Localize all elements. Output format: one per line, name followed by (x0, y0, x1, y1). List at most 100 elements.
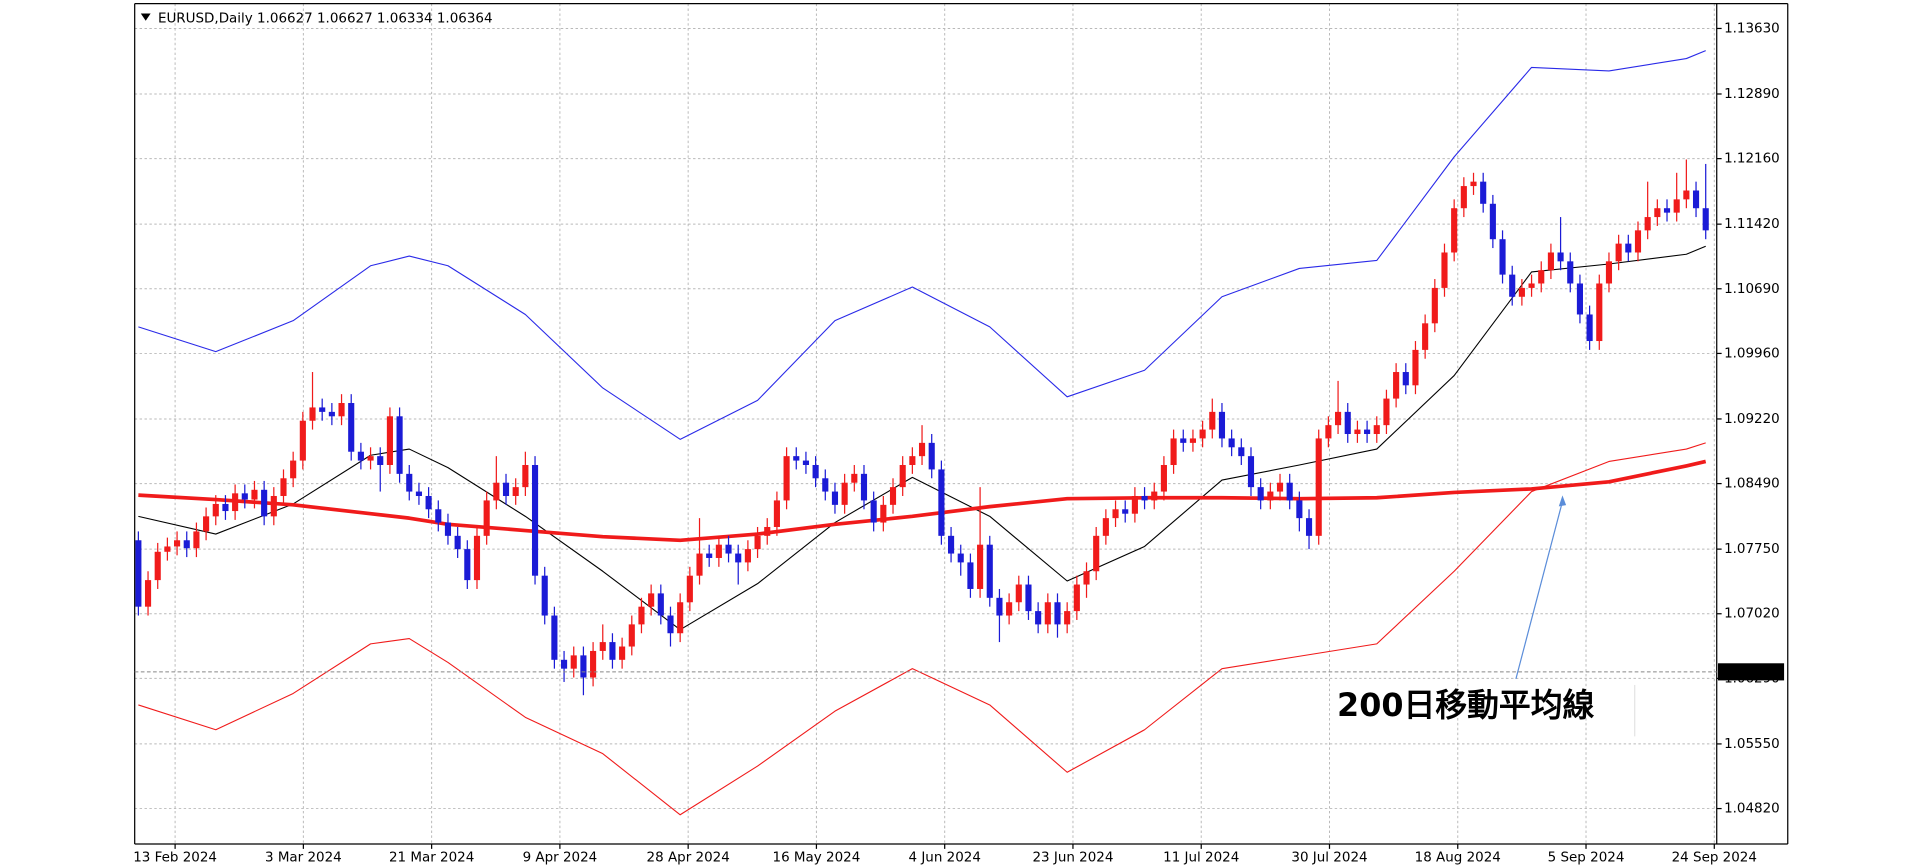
candle-body (1663, 208, 1671, 213)
y-tick-label: 1.08490 (1724, 477, 1780, 492)
candle-body (899, 465, 906, 488)
candle-body (841, 482, 848, 505)
candle-body (493, 482, 500, 501)
candle-body (444, 522, 452, 536)
candle-body (1547, 252, 1554, 271)
candle-body (319, 407, 326, 412)
candle-body (1247, 456, 1255, 488)
candle-body (706, 553, 713, 558)
candle-body (1373, 425, 1380, 435)
candle-body (1296, 500, 1303, 519)
candle-body (1044, 602, 1051, 625)
candle-body (454, 535, 461, 550)
candle-body (1257, 487, 1264, 501)
candle-body (754, 535, 761, 550)
y-tick-label: 1.11420 (1724, 217, 1780, 232)
candle-body (367, 456, 374, 461)
candle-body (590, 650, 597, 678)
candle-body (1683, 190, 1690, 200)
candle-body (270, 495, 277, 517)
x-tick-label: 18 Aug 2024 (1415, 850, 1501, 865)
candle-body (609, 642, 616, 660)
candle-body (406, 473, 413, 492)
candle-body (1025, 584, 1032, 612)
candle-body (1131, 495, 1138, 514)
candle-body (1528, 283, 1535, 288)
candle-body (1073, 584, 1080, 612)
y-tick-label: 1.09220 (1724, 412, 1780, 427)
candle-body (1267, 491, 1274, 501)
candle-body (1625, 243, 1632, 253)
candle-body (1141, 495, 1148, 501)
candle-body (1170, 438, 1177, 466)
y-tick-label: 1.09960 (1724, 346, 1780, 361)
candle-body (1035, 611, 1042, 625)
candle-body (1509, 274, 1516, 297)
candle-body (1692, 190, 1700, 209)
candle-body (1480, 181, 1487, 204)
candle-body (1393, 372, 1400, 399)
x-tick-label: 4 Jun 2024 (908, 850, 980, 865)
candle-body (1383, 398, 1390, 426)
candle-body (1567, 261, 1574, 284)
candle-body (831, 491, 839, 505)
candle-body (232, 493, 239, 512)
candle-body (1083, 571, 1090, 585)
candle-body (1228, 438, 1235, 448)
candle-body (1054, 602, 1061, 625)
candle-body (222, 503, 229, 512)
candle-body (1470, 181, 1477, 187)
candle-body (986, 544, 993, 598)
candle-body (686, 575, 693, 603)
candle-body (1209, 411, 1216, 430)
candle-body (1315, 438, 1322, 536)
candle-body (725, 544, 732, 554)
candle-body (502, 482, 510, 496)
collapse-icon (140, 13, 151, 21)
candle-body (889, 487, 897, 505)
indicator-line (138, 459, 1707, 543)
candle-body (531, 465, 539, 576)
candles (135, 159, 1709, 696)
candle-body (812, 465, 819, 479)
candle-body (918, 442, 926, 457)
candle-body (1305, 518, 1313, 536)
indicator-line (138, 245, 1706, 631)
candle-body (1015, 584, 1022, 603)
y-tick-label: 1.10690 (1724, 282, 1780, 297)
candle-body (280, 478, 287, 496)
candle-body (1451, 208, 1458, 253)
candle-body (967, 562, 974, 589)
candle-body (860, 473, 868, 501)
candle-body (1615, 243, 1622, 262)
candle-body (735, 553, 742, 563)
candle-body (938, 469, 945, 536)
indicator-line (138, 442, 1706, 816)
candle-body (541, 575, 548, 616)
candle-body (1402, 372, 1409, 386)
candle-body (1238, 447, 1245, 457)
candle-body (793, 456, 800, 461)
x-tick-label: 13 Feb 2024 (133, 850, 217, 865)
candle-body (1218, 411, 1226, 439)
candle-body (1160, 465, 1167, 492)
candle-body (1093, 535, 1100, 572)
candle-body (1344, 411, 1351, 435)
y-tick-label: 1.12160 (1724, 152, 1780, 167)
chart-title: EURUSD,Daily 1.06627 1.06627 1.06334 1.0… (158, 11, 493, 26)
candle-body (1557, 252, 1564, 262)
candle-body (1364, 429, 1371, 435)
candle-body (1644, 217, 1651, 231)
candle-body (1325, 425, 1332, 439)
candle-body (1489, 203, 1496, 240)
x-tick-label: 21 Mar 2024 (389, 850, 474, 865)
candle-body (638, 606, 645, 625)
candle-body (144, 580, 152, 607)
price-box (1717, 663, 1785, 681)
candle-body (1006, 602, 1013, 616)
annotation: 200日移動平均線 (1337, 686, 1594, 724)
candle-body (464, 549, 471, 581)
candle-body (1576, 283, 1584, 315)
grid (134, 3, 1717, 844)
